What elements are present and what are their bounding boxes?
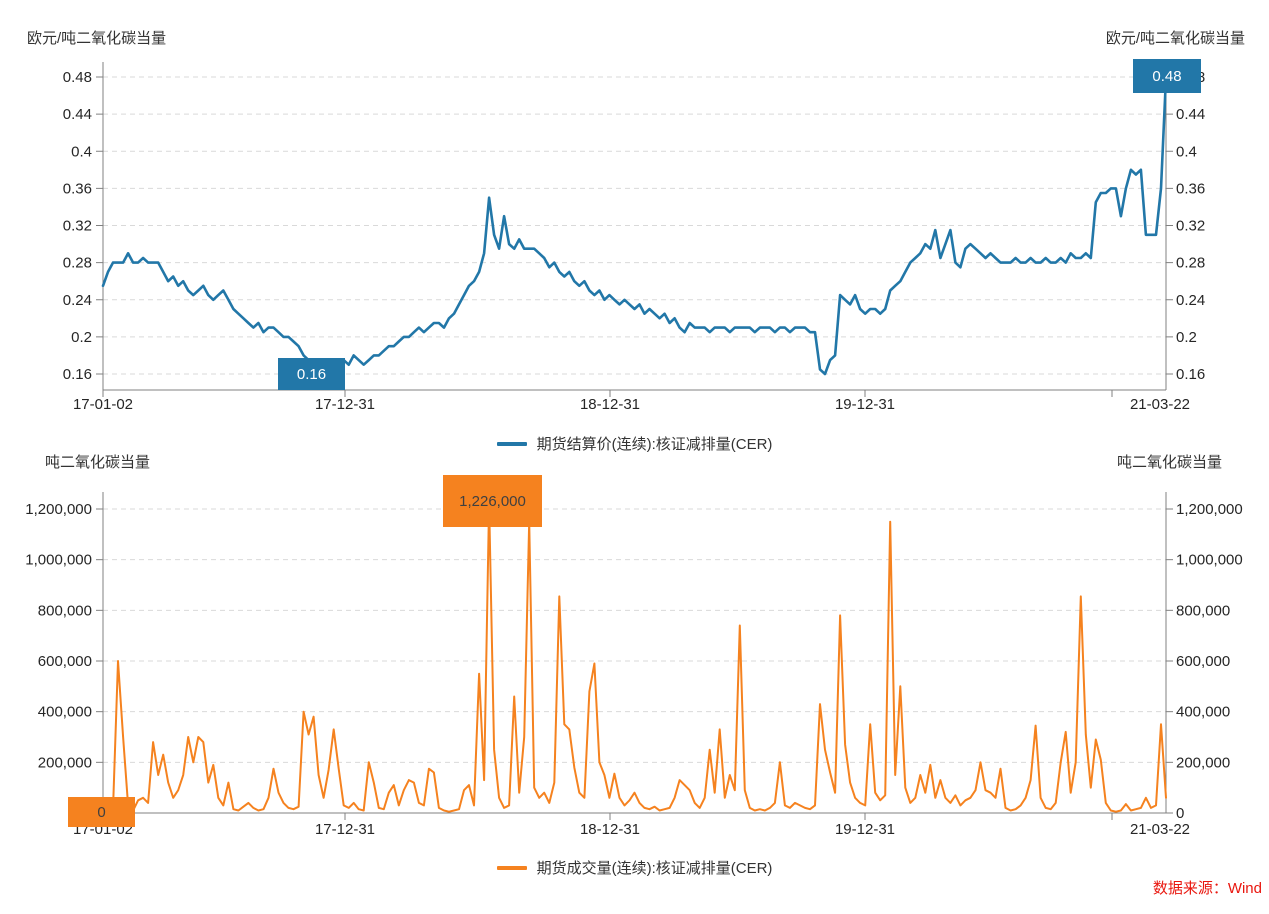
y-tick-label-right: 0: [1176, 805, 1184, 822]
volume-legend: 期货成交量(连续):核证减排量(CER): [0, 857, 1269, 878]
y-tick-label-right: 0.44: [1176, 106, 1205, 123]
volume-legend-swatch: [496, 865, 527, 870]
volume-legend-label: 期货成交量(连续):核证减排量(CER): [536, 860, 773, 877]
price-series-line: [101, 75, 1168, 376]
x-tick-label: 21-03-22: [1130, 821, 1190, 838]
y-tick-label-left: 0.32: [63, 218, 92, 235]
y-tick-label-left: 1,200,000: [25, 501, 92, 518]
annotation-badge: [278, 358, 345, 390]
x-tick-label: 19-12-31: [835, 821, 895, 838]
annotation-badge-label: 1,226,000: [459, 493, 526, 510]
y-tick-label-right: 0.32: [1176, 218, 1205, 235]
price-legend: 期货结算价(连续):核证减排量(CER): [0, 433, 1269, 454]
volume-chart: 1,200,000 1,200,000 1,000,000 1,000,000 800,…: [25, 475, 1243, 838]
annotation-badge: [443, 475, 542, 527]
volume-series-line: [102, 501, 1167, 813]
x-tick-label: 18-12-31: [580, 396, 640, 413]
annotation-badge-label: 0.16: [297, 366, 326, 383]
y-tick-label-left: 200,000: [38, 754, 92, 771]
x-tick-label: 17-12-31: [315, 396, 375, 413]
bottom-chart-unit-left: 吨二氧化碳当量: [45, 454, 151, 471]
y-tick-label-left: 0.48: [63, 69, 92, 86]
y-tick-label-right: 400,000: [1176, 704, 1230, 721]
price-legend-label: 期货结算价(连续):核证减排量(CER): [536, 436, 773, 453]
y-tick-label-left: 0.24: [63, 292, 92, 309]
y-tick-label-left: 0.28: [63, 255, 92, 272]
y-tick-label-left: 0.44: [63, 106, 92, 123]
price-chart: 0.48 0.48 0.44 0.44 0.4 0.4 0.36 0.36 0.32 0.32 0.…: [63, 59, 1205, 413]
y-tick-label-right: 0.28: [1176, 255, 1205, 272]
price-legend-swatch: [496, 441, 527, 446]
annotation-badge: [1133, 59, 1201, 93]
annotation-badge-label: 0: [97, 804, 105, 821]
y-tick-label-right: 800,000: [1176, 602, 1230, 619]
x-tick-label: 17-01-02: [73, 396, 133, 413]
top-chart-unit-left: 欧元/吨二氧化碳当量: [27, 30, 167, 47]
annotation-badge-label: 0.48: [1152, 68, 1181, 85]
y-tick-label-left: 0.16: [63, 366, 92, 383]
y-tick-label-right: 1,000,000: [1176, 552, 1243, 569]
top-chart-unit-right: 欧元/吨二氧化碳当量: [1105, 30, 1245, 47]
bottom-chart-unit-right: 吨二氧化碳当量: [1116, 454, 1222, 471]
data-source-note: 数据来源：Wind: [1152, 880, 1262, 897]
y-tick-label-right: 600,000: [1176, 653, 1230, 670]
y-tick-label-right: 200,000: [1176, 754, 1230, 771]
y-tick-label-right: 0.24: [1176, 292, 1205, 309]
x-tick-label: 19-12-31: [835, 396, 895, 413]
y-tick-label-left: 0.36: [63, 180, 92, 197]
y-tick-label-right: 0.4: [1176, 143, 1197, 160]
y-tick-label-right: 1,200,000: [1176, 501, 1243, 518]
y-tick-label-right: 0.36: [1176, 180, 1205, 197]
y-tick-label-left: 400,000: [38, 704, 92, 721]
y-tick-label-left: 1,000,000: [25, 552, 92, 569]
y-tick-label-right: 0.2: [1176, 329, 1197, 346]
x-tick-label: 21-03-22: [1130, 396, 1190, 413]
x-tick-label: 17-12-31: [315, 821, 375, 838]
x-tick-label: 18-12-31: [580, 821, 640, 838]
y-tick-label-left: 0.2: [71, 329, 92, 346]
y-tick-label-right: 0.16: [1176, 366, 1205, 383]
annotation-badge: [68, 797, 135, 827]
y-tick-label-left: 0.4: [71, 143, 92, 160]
y-tick-label-left: 600,000: [38, 653, 92, 670]
y-tick-label-left: 800,000: [38, 602, 92, 619]
